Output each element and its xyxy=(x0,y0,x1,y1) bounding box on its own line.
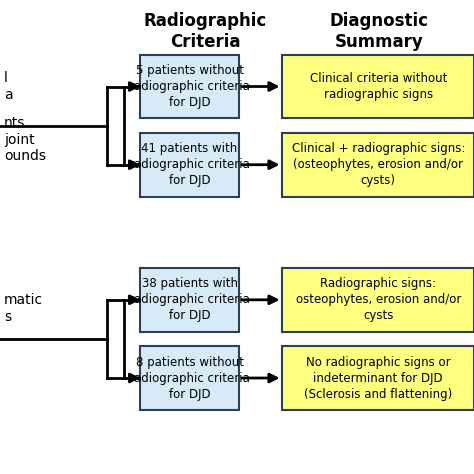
FancyBboxPatch shape xyxy=(283,268,474,332)
Text: 5 patients without
radiographic criteria
for DJD: 5 patients without radiographic criteria… xyxy=(129,64,250,109)
FancyBboxPatch shape xyxy=(283,346,474,410)
FancyBboxPatch shape xyxy=(140,55,239,118)
Text: Clinical criteria without
radiographic signs: Clinical criteria without radiographic s… xyxy=(310,72,447,101)
Text: 8 patients without
radiographic criteria
for DJD: 8 patients without radiographic criteria… xyxy=(129,356,250,401)
FancyBboxPatch shape xyxy=(140,268,239,332)
Text: 38 patients with
radiographic criteria
for DJD: 38 patients with radiographic criteria f… xyxy=(129,277,250,322)
Text: ounds: ounds xyxy=(4,149,46,164)
Text: s: s xyxy=(4,310,11,324)
Text: Diagnostic
Summary: Diagnostic Summary xyxy=(330,12,428,51)
Text: Radiographic
Criteria: Radiographic Criteria xyxy=(144,12,267,51)
Text: matic: matic xyxy=(4,293,43,307)
Text: a: a xyxy=(4,88,13,102)
Text: Radiographic signs:
osteophytes, erosion and/or
cysts: Radiographic signs: osteophytes, erosion… xyxy=(295,277,461,322)
FancyBboxPatch shape xyxy=(140,346,239,410)
FancyBboxPatch shape xyxy=(283,55,474,118)
Text: 41 patients with
radiographic criteria
for DJD: 41 patients with radiographic criteria f… xyxy=(129,142,250,187)
Text: nts: nts xyxy=(4,116,25,130)
Text: l: l xyxy=(4,71,8,85)
FancyBboxPatch shape xyxy=(283,133,474,197)
FancyBboxPatch shape xyxy=(140,133,239,197)
Text: Clinical + radiographic signs:
(osteophytes, erosion and/or
cysts): Clinical + radiographic signs: (osteophy… xyxy=(292,142,465,187)
Text: No radiographic signs or
indeterminant for DJD
(Sclerosis and flattening): No radiographic signs or indeterminant f… xyxy=(304,356,452,401)
Text: joint: joint xyxy=(4,133,35,147)
